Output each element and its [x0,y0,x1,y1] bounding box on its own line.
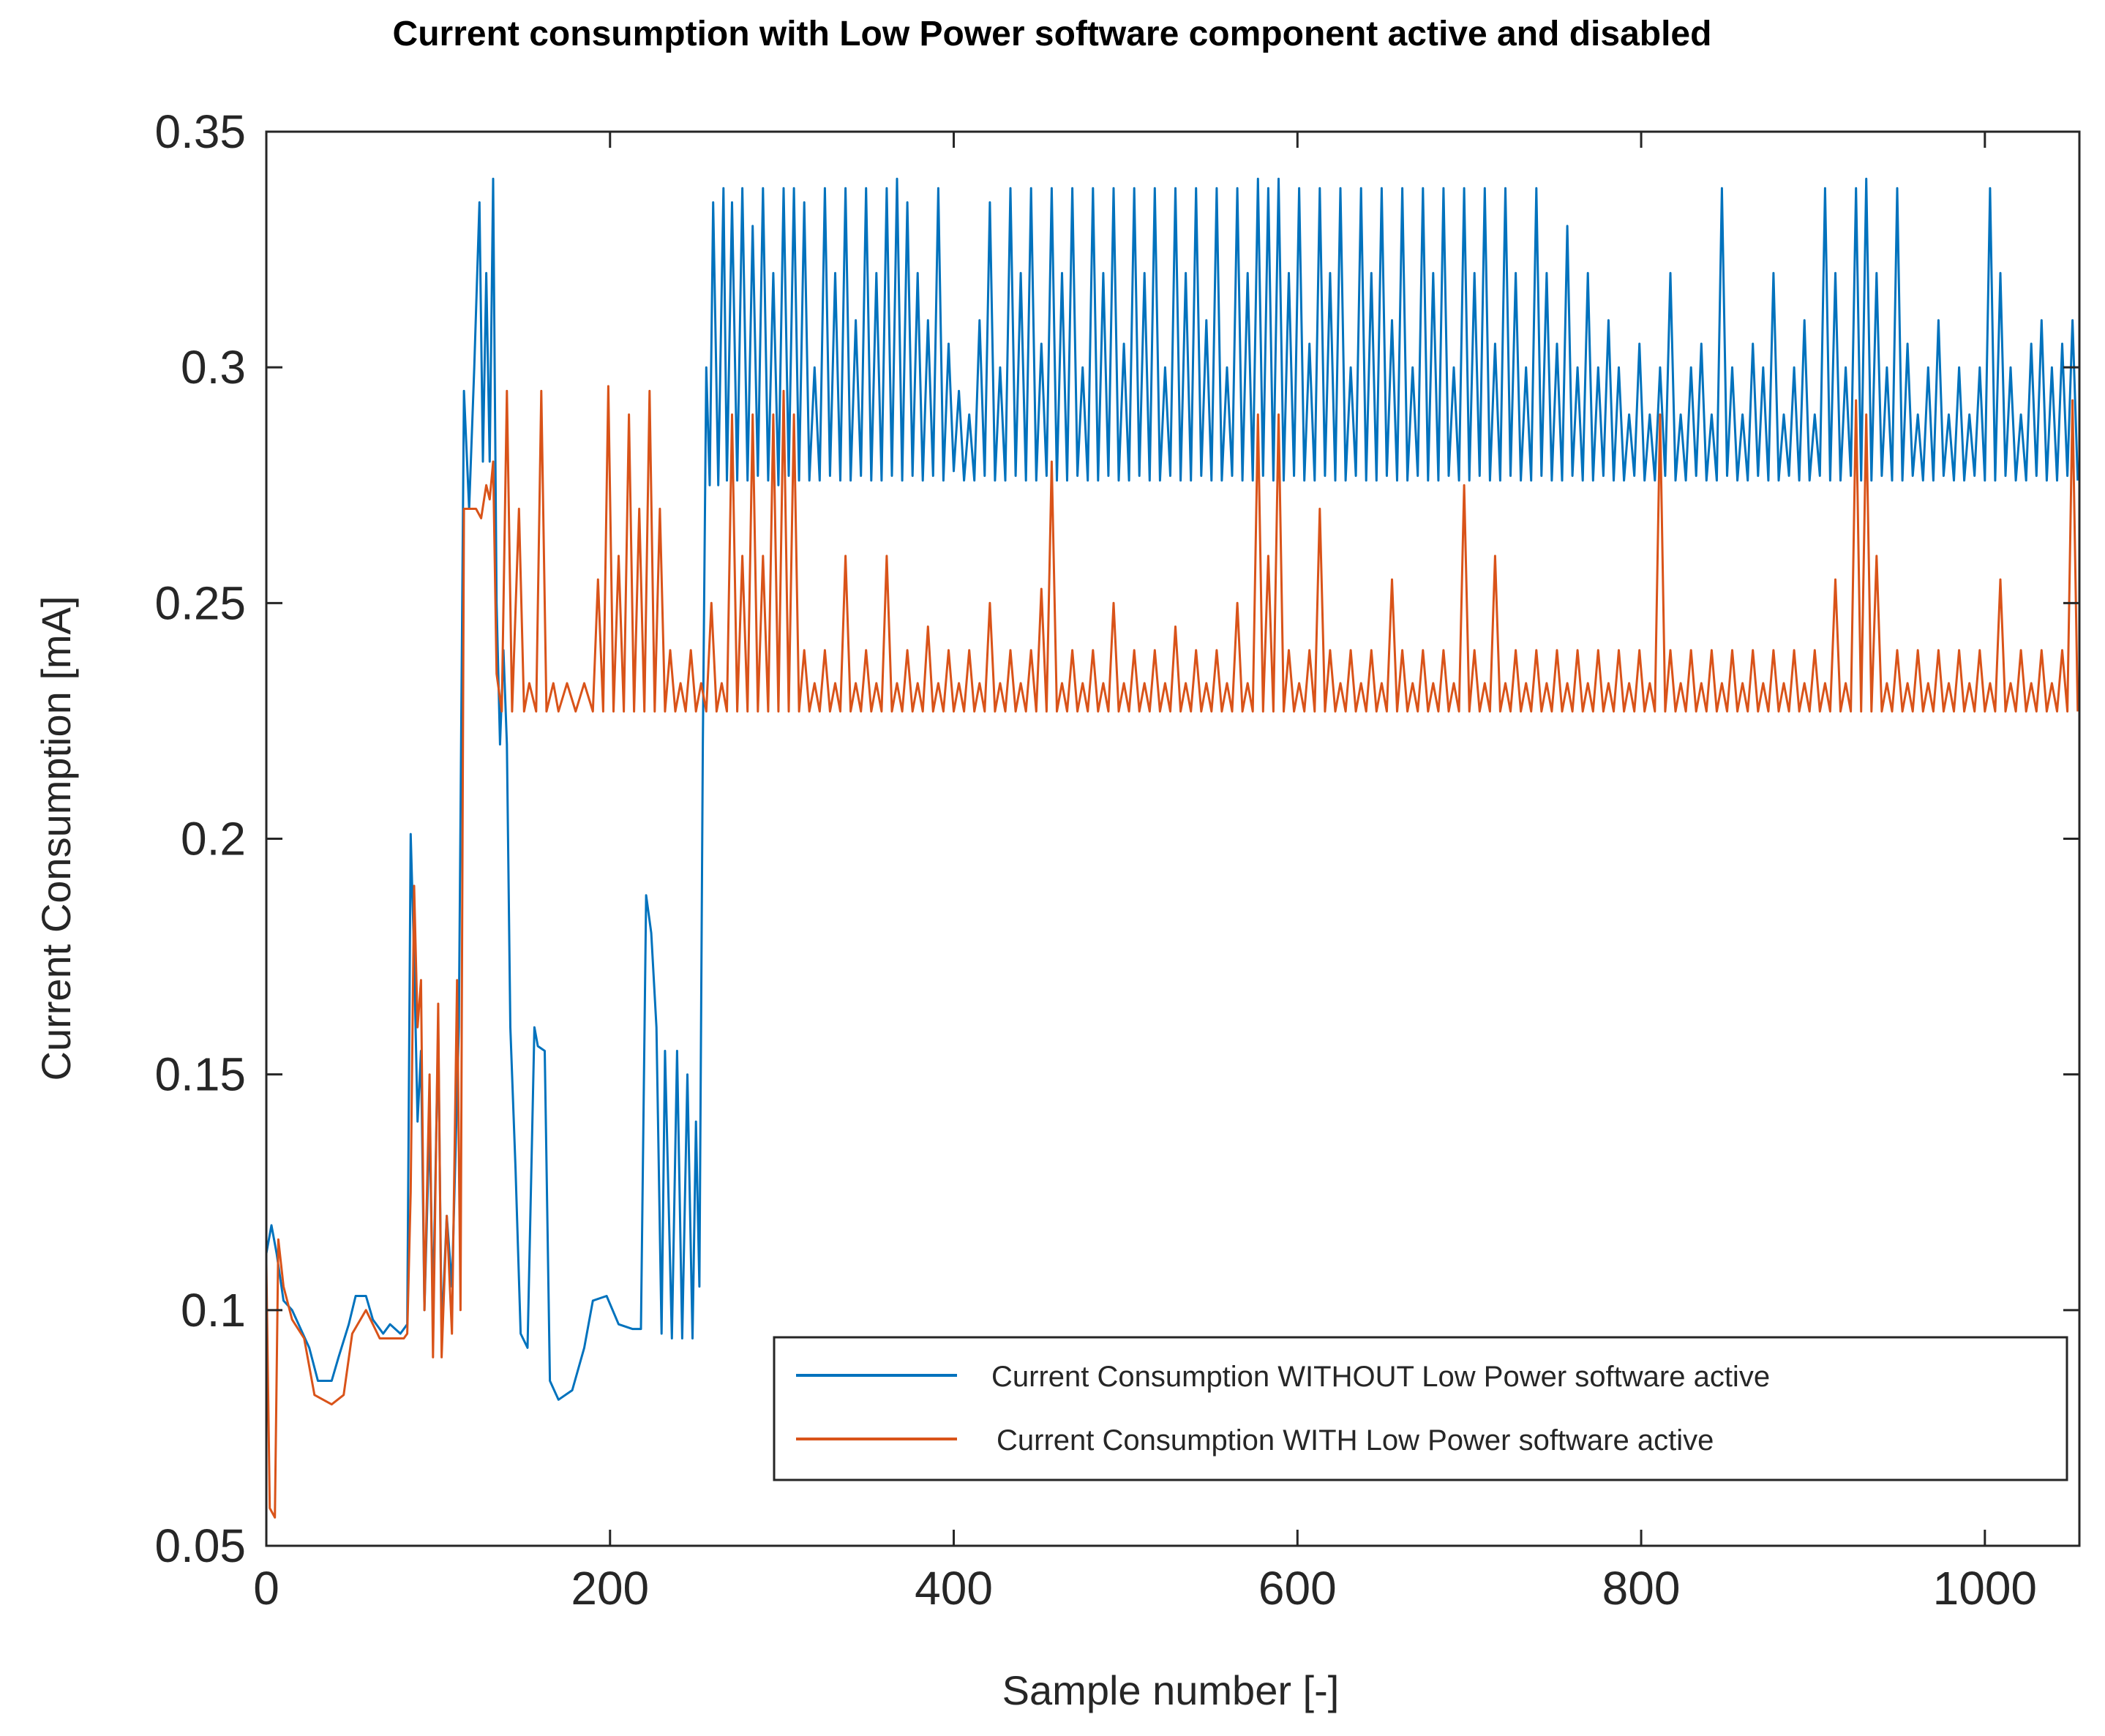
series-layer [265,177,2079,1519]
y-tick-label: 0.25 [154,576,246,629]
x-tick-label: 0 [253,1562,279,1615]
series-line-with-low-power [265,385,2079,1519]
y-tick-labels: 0.05 0.1 0.15 0.2 0.25 0.3 0.35 [154,105,246,1572]
y-tick-label: 0.3 [181,341,246,394]
y-tick-label: 0.2 [181,813,246,865]
series-line-without-low-power [265,177,2079,1401]
legend-box [773,1336,2068,1481]
x-tick-label: 1000 [1933,1562,2037,1615]
y-tick-label: 0.1 [181,1284,246,1337]
chart-title: Current consumption with Low Power softw… [393,15,1712,53]
y-tick-label: 0.05 [154,1519,246,1572]
x-tick-label: 200 [571,1562,649,1615]
plot-area [265,130,2081,1547]
x-axis-label: Sample number [-] [1002,1667,1340,1713]
legend-label-without: Current Consumption WITHOUT Low Power so… [991,1361,1770,1393]
legend-label-with: Current Consumption WITH Low Power softw… [997,1424,1714,1457]
x-tick-label: 800 [1602,1562,1681,1615]
y-tick-label: 0.15 [154,1048,246,1101]
axes-layer [265,130,2081,1547]
x-tick-label: 400 [915,1562,993,1615]
y-axis-label: Current Consumption [mA] [33,596,79,1081]
y-tick-label: 0.35 [154,105,246,158]
x-tick-labels: 0 200 400 600 800 1000 [253,1562,2037,1615]
x-tick-label: 600 [1258,1562,1337,1615]
legend: Current Consumption WITHOUT Low Power so… [773,1336,2068,1481]
